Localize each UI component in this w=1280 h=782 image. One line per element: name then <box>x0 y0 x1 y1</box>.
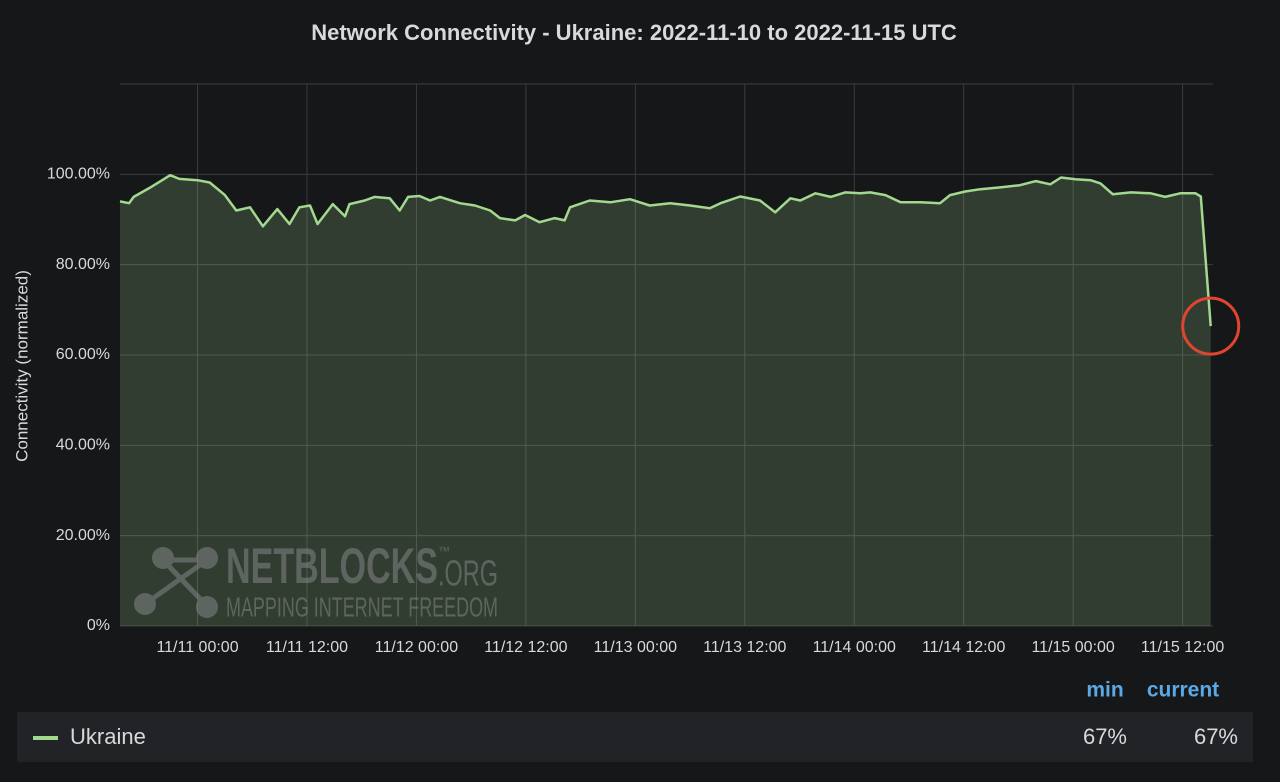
x-tick-label: 11/11 12:00 <box>266 639 348 656</box>
x-tick-label: 11/13 12:00 <box>703 639 786 656</box>
watermark-tm: ™ <box>438 544 450 558</box>
chart-title: Network Connectivity - Ukraine: 2022-11-… <box>311 20 957 45</box>
x-tick-label: 11/12 12:00 <box>484 639 567 656</box>
y-tick-label: 80.00% <box>56 256 110 273</box>
y-tick-label: 100.00% <box>47 166 110 183</box>
x-tick-label: 11/12 00:00 <box>375 639 458 656</box>
legend-row <box>17 712 1253 762</box>
legend-stat-value: 67% <box>1194 724 1238 749</box>
watermark-tagline: MAPPING INTERNET FREEDOM <box>226 591 498 622</box>
x-tick-label: 11/14 12:00 <box>922 639 1005 656</box>
series-line <box>119 173 1212 327</box>
highlight-circle <box>1181 296 1241 356</box>
x-tick-label: 11/13 00:00 <box>594 639 677 656</box>
x-tick-label: 11/14 00:00 <box>813 639 896 656</box>
x-tick-label: 11/15 12:00 <box>1141 639 1224 656</box>
legend-stat-value: 67% <box>1083 724 1127 749</box>
y-tick-label: 20.00% <box>56 527 110 544</box>
legend-column-header: current <box>1147 679 1219 702</box>
legend-label: Ukraine <box>70 724 146 749</box>
plot-area: 0% 20.00% 40.00% 60.00% 80.00% 100.00% 11/11 0… <box>47 83 1241 656</box>
watermark-icon-dots <box>134 547 218 618</box>
x-tick-label: 11/15 00:00 <box>1031 639 1114 656</box>
watermark-tld: .ORG <box>438 553 498 594</box>
y-tick-label: 40.00% <box>56 437 110 454</box>
y-tick-label: 60.00% <box>56 346 110 363</box>
legend: Ukraine min 67% current 67% <box>33 679 1238 749</box>
y-axis-label: Connectivity (normalized) <box>12 270 31 462</box>
legend-column-header: min <box>1086 679 1123 702</box>
area-fill <box>120 175 1211 626</box>
x-tick-label: 11/11 00:00 <box>156 639 238 656</box>
y-tick-label: 0% <box>87 617 110 634</box>
watermark: NETBLOCKS ™ .ORG MAPPING INTERNET FREEDO… <box>134 538 498 622</box>
watermark-brand: NETBLOCKS <box>226 538 438 594</box>
